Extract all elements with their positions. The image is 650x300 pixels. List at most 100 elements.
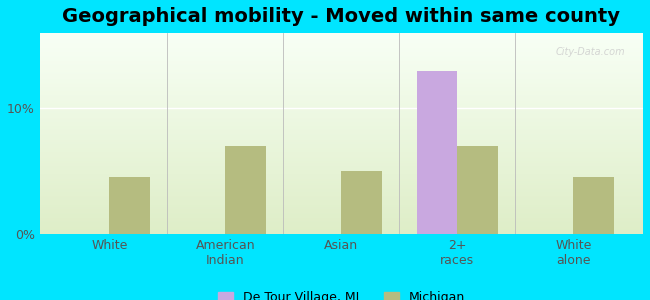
- Bar: [40, 65, 643, 66]
- Bar: [40, 44, 643, 45]
- Bar: [40, 53, 643, 54]
- Bar: [109, 178, 150, 234]
- Bar: [40, 35, 643, 36]
- Bar: [40, 43, 643, 44]
- Bar: [40, 158, 643, 159]
- Bar: [226, 146, 266, 234]
- Bar: [40, 121, 643, 122]
- Bar: [40, 99, 643, 100]
- Bar: [40, 116, 643, 117]
- Bar: [40, 89, 643, 90]
- Bar: [40, 76, 643, 77]
- Bar: [40, 82, 643, 83]
- Bar: [40, 208, 643, 209]
- Bar: [40, 160, 643, 161]
- Bar: [40, 92, 643, 93]
- Bar: [40, 87, 643, 88]
- Bar: [40, 110, 643, 111]
- Bar: [40, 105, 643, 106]
- Bar: [40, 155, 643, 156]
- Bar: [40, 172, 643, 173]
- Bar: [40, 56, 643, 57]
- Bar: [40, 157, 643, 158]
- Bar: [40, 83, 643, 84]
- Bar: [40, 82, 643, 83]
- Bar: [40, 185, 643, 186]
- Bar: [40, 109, 643, 110]
- Bar: [40, 149, 643, 150]
- Bar: [40, 46, 643, 47]
- Bar: [40, 176, 643, 177]
- Bar: [40, 90, 643, 91]
- Bar: [40, 196, 643, 197]
- Bar: [40, 54, 643, 55]
- Bar: [40, 118, 643, 119]
- Bar: [40, 213, 643, 214]
- Bar: [40, 204, 643, 205]
- Bar: [40, 131, 643, 132]
- Bar: [40, 139, 643, 140]
- Bar: [40, 120, 643, 121]
- Bar: [40, 63, 643, 64]
- Bar: [40, 212, 643, 213]
- Bar: [40, 98, 643, 99]
- Bar: [40, 84, 643, 85]
- Bar: [40, 186, 643, 187]
- Bar: [40, 191, 643, 192]
- Title: Geographical mobility - Moved within same county: Geographical mobility - Moved within sam…: [62, 7, 620, 26]
- Bar: [40, 209, 643, 210]
- Bar: [40, 216, 643, 217]
- Bar: [40, 81, 643, 82]
- Bar: [40, 187, 643, 188]
- Bar: [40, 182, 643, 183]
- Bar: [40, 164, 643, 165]
- Bar: [40, 173, 643, 174]
- Bar: [40, 36, 643, 37]
- Bar: [40, 124, 643, 125]
- Bar: [40, 162, 643, 163]
- Bar: [40, 202, 643, 203]
- Bar: [40, 163, 643, 164]
- Bar: [458, 146, 498, 234]
- Bar: [40, 154, 643, 155]
- Bar: [40, 152, 643, 153]
- Bar: [40, 130, 643, 131]
- Bar: [40, 171, 643, 172]
- Bar: [40, 222, 643, 223]
- Bar: [40, 184, 643, 185]
- Bar: [40, 178, 643, 179]
- Bar: [40, 218, 643, 219]
- Bar: [40, 205, 643, 206]
- Bar: [40, 45, 643, 46]
- Bar: [40, 180, 643, 181]
- Bar: [40, 179, 643, 180]
- Bar: [40, 125, 643, 126]
- Bar: [40, 142, 643, 143]
- Bar: [40, 227, 643, 228]
- Bar: [40, 188, 643, 189]
- Bar: [40, 49, 643, 50]
- Bar: [40, 37, 643, 38]
- Bar: [40, 225, 643, 226]
- Bar: [40, 198, 643, 199]
- Bar: [40, 94, 643, 95]
- Bar: [40, 47, 643, 48]
- Bar: [40, 48, 643, 49]
- Bar: [40, 71, 643, 72]
- Bar: [40, 100, 643, 101]
- Bar: [40, 86, 643, 87]
- Bar: [40, 96, 643, 97]
- Bar: [40, 203, 643, 204]
- Bar: [40, 129, 643, 130]
- Bar: [40, 165, 643, 166]
- Bar: [40, 137, 643, 138]
- Bar: [573, 178, 614, 234]
- Bar: [40, 68, 643, 69]
- Bar: [40, 42, 643, 43]
- Bar: [40, 108, 643, 109]
- Bar: [40, 133, 643, 134]
- Bar: [40, 91, 643, 92]
- Bar: [40, 97, 643, 98]
- Bar: [40, 138, 643, 139]
- Bar: [40, 215, 643, 216]
